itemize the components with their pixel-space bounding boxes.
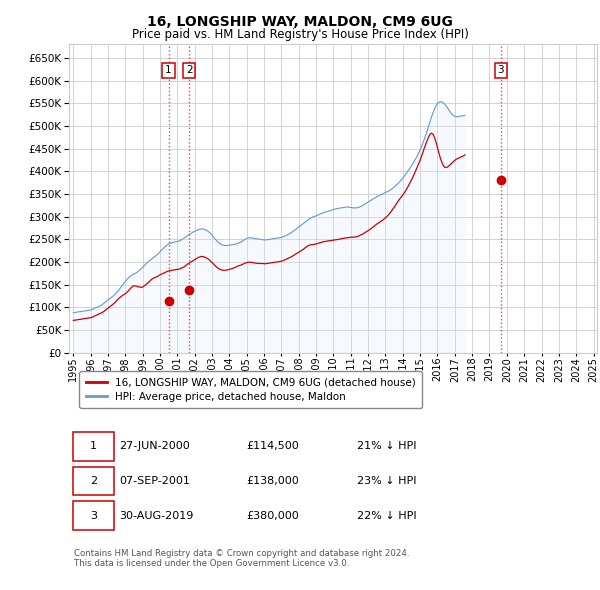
Text: 07-SEP-2001: 07-SEP-2001 [119, 476, 190, 486]
Text: 1: 1 [165, 65, 172, 76]
Text: 30-AUG-2019: 30-AUG-2019 [119, 511, 194, 520]
Text: 2: 2 [186, 65, 193, 76]
Text: Price paid vs. HM Land Registry's House Price Index (HPI): Price paid vs. HM Land Registry's House … [131, 28, 469, 41]
FancyBboxPatch shape [73, 502, 114, 530]
Text: 1: 1 [90, 441, 97, 451]
Text: £138,000: £138,000 [246, 476, 299, 486]
Text: 3: 3 [90, 511, 97, 520]
FancyBboxPatch shape [73, 467, 114, 496]
Text: £380,000: £380,000 [246, 511, 299, 520]
Text: 3: 3 [497, 65, 504, 76]
Text: 23% ↓ HPI: 23% ↓ HPI [357, 476, 416, 486]
Text: £114,500: £114,500 [246, 441, 299, 451]
Text: 27-JUN-2000: 27-JUN-2000 [119, 441, 190, 451]
Text: 16, LONGSHIP WAY, MALDON, CM9 6UG: 16, LONGSHIP WAY, MALDON, CM9 6UG [147, 15, 453, 29]
Legend: 16, LONGSHIP WAY, MALDON, CM9 6UG (detached house), HPI: Average price, detached: 16, LONGSHIP WAY, MALDON, CM9 6UG (detac… [79, 371, 422, 408]
Text: Contains HM Land Registry data © Crown copyright and database right 2024.
This d: Contains HM Land Registry data © Crown c… [74, 549, 410, 568]
Text: 22% ↓ HPI: 22% ↓ HPI [357, 511, 416, 520]
FancyBboxPatch shape [73, 432, 114, 461]
Text: 2: 2 [90, 476, 97, 486]
Text: 21% ↓ HPI: 21% ↓ HPI [357, 441, 416, 451]
